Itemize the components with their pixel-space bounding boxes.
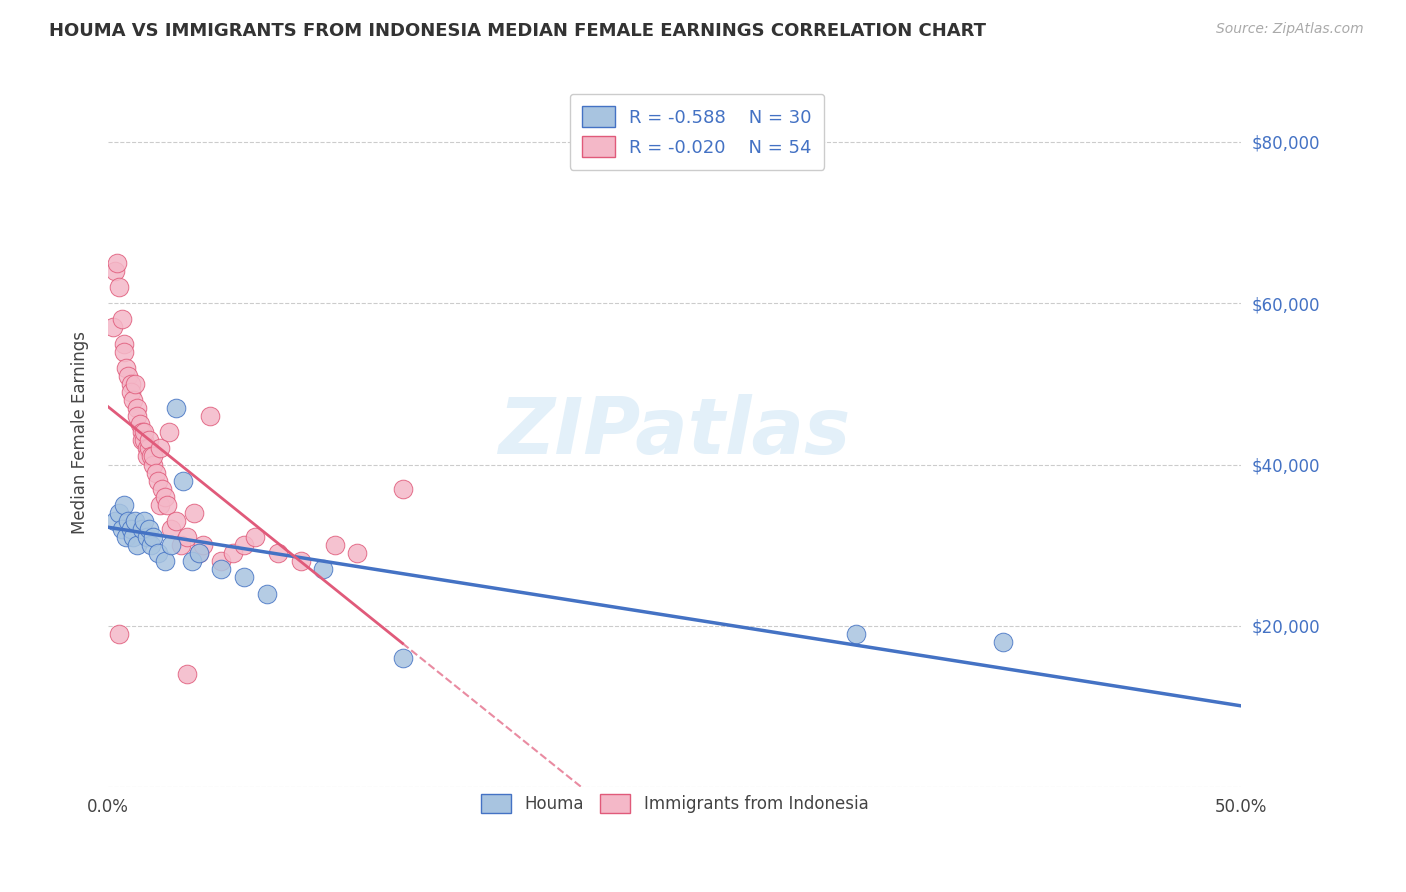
Point — [127, 538, 149, 552]
Point — [221, 546, 243, 560]
Point — [156, 498, 179, 512]
Point — [138, 442, 160, 456]
Point — [134, 425, 156, 440]
Point — [172, 474, 194, 488]
Point — [120, 522, 142, 536]
Legend: Houma, Immigrants from Indonesia: Houma, Immigrants from Indonesia — [470, 782, 880, 825]
Point — [312, 562, 335, 576]
Point — [122, 392, 145, 407]
Point — [160, 538, 183, 552]
Point — [209, 554, 232, 568]
Point — [391, 651, 413, 665]
Point — [134, 434, 156, 448]
Point — [112, 344, 135, 359]
Point — [391, 482, 413, 496]
Point — [183, 506, 205, 520]
Point — [110, 522, 132, 536]
Point — [135, 442, 157, 456]
Point — [120, 384, 142, 399]
Point — [115, 530, 138, 544]
Point — [105, 256, 128, 270]
Point — [165, 514, 187, 528]
Point — [145, 466, 167, 480]
Point — [146, 546, 169, 560]
Text: ZIPatlas: ZIPatlas — [498, 394, 851, 470]
Point — [256, 586, 278, 600]
Point — [153, 554, 176, 568]
Point — [191, 538, 214, 552]
Point — [127, 409, 149, 424]
Point — [233, 570, 256, 584]
Point — [187, 546, 209, 560]
Point — [138, 434, 160, 448]
Point — [104, 514, 127, 528]
Point — [142, 450, 165, 464]
Point — [169, 538, 191, 552]
Point — [124, 514, 146, 528]
Point — [108, 506, 131, 520]
Point — [117, 368, 139, 383]
Point — [124, 376, 146, 391]
Point — [122, 530, 145, 544]
Point — [198, 409, 221, 424]
Point — [180, 554, 202, 568]
Point — [160, 522, 183, 536]
Point — [131, 434, 153, 448]
Text: Source: ZipAtlas.com: Source: ZipAtlas.com — [1216, 22, 1364, 37]
Point — [117, 514, 139, 528]
Point — [346, 546, 368, 560]
Point — [108, 280, 131, 294]
Point — [149, 442, 172, 456]
Point — [142, 458, 165, 472]
Point — [120, 376, 142, 391]
Point — [110, 312, 132, 326]
Point — [323, 538, 346, 552]
Point — [112, 336, 135, 351]
Point — [176, 530, 198, 544]
Point — [135, 450, 157, 464]
Point — [115, 360, 138, 375]
Point — [134, 514, 156, 528]
Point — [104, 264, 127, 278]
Point — [112, 498, 135, 512]
Point — [138, 522, 160, 536]
Point — [101, 320, 124, 334]
Point — [991, 635, 1014, 649]
Point — [187, 546, 209, 560]
Point — [149, 498, 172, 512]
Point — [245, 530, 267, 544]
Point — [128, 417, 150, 432]
Y-axis label: Median Female Earnings: Median Female Earnings — [72, 331, 89, 533]
Point — [153, 490, 176, 504]
Point — [142, 530, 165, 544]
Point — [290, 554, 312, 568]
Point — [150, 482, 173, 496]
Point — [131, 522, 153, 536]
Point — [157, 425, 180, 440]
Point — [131, 425, 153, 440]
Point — [139, 450, 162, 464]
Point — [845, 627, 868, 641]
Text: HOUMA VS IMMIGRANTS FROM INDONESIA MEDIAN FEMALE EARNINGS CORRELATION CHART: HOUMA VS IMMIGRANTS FROM INDONESIA MEDIA… — [49, 22, 986, 40]
Point — [108, 627, 131, 641]
Point — [209, 562, 232, 576]
Point — [176, 667, 198, 681]
Point — [127, 401, 149, 416]
Point — [267, 546, 290, 560]
Point — [165, 401, 187, 416]
Point — [139, 538, 162, 552]
Point — [135, 530, 157, 544]
Point — [146, 474, 169, 488]
Point — [233, 538, 256, 552]
